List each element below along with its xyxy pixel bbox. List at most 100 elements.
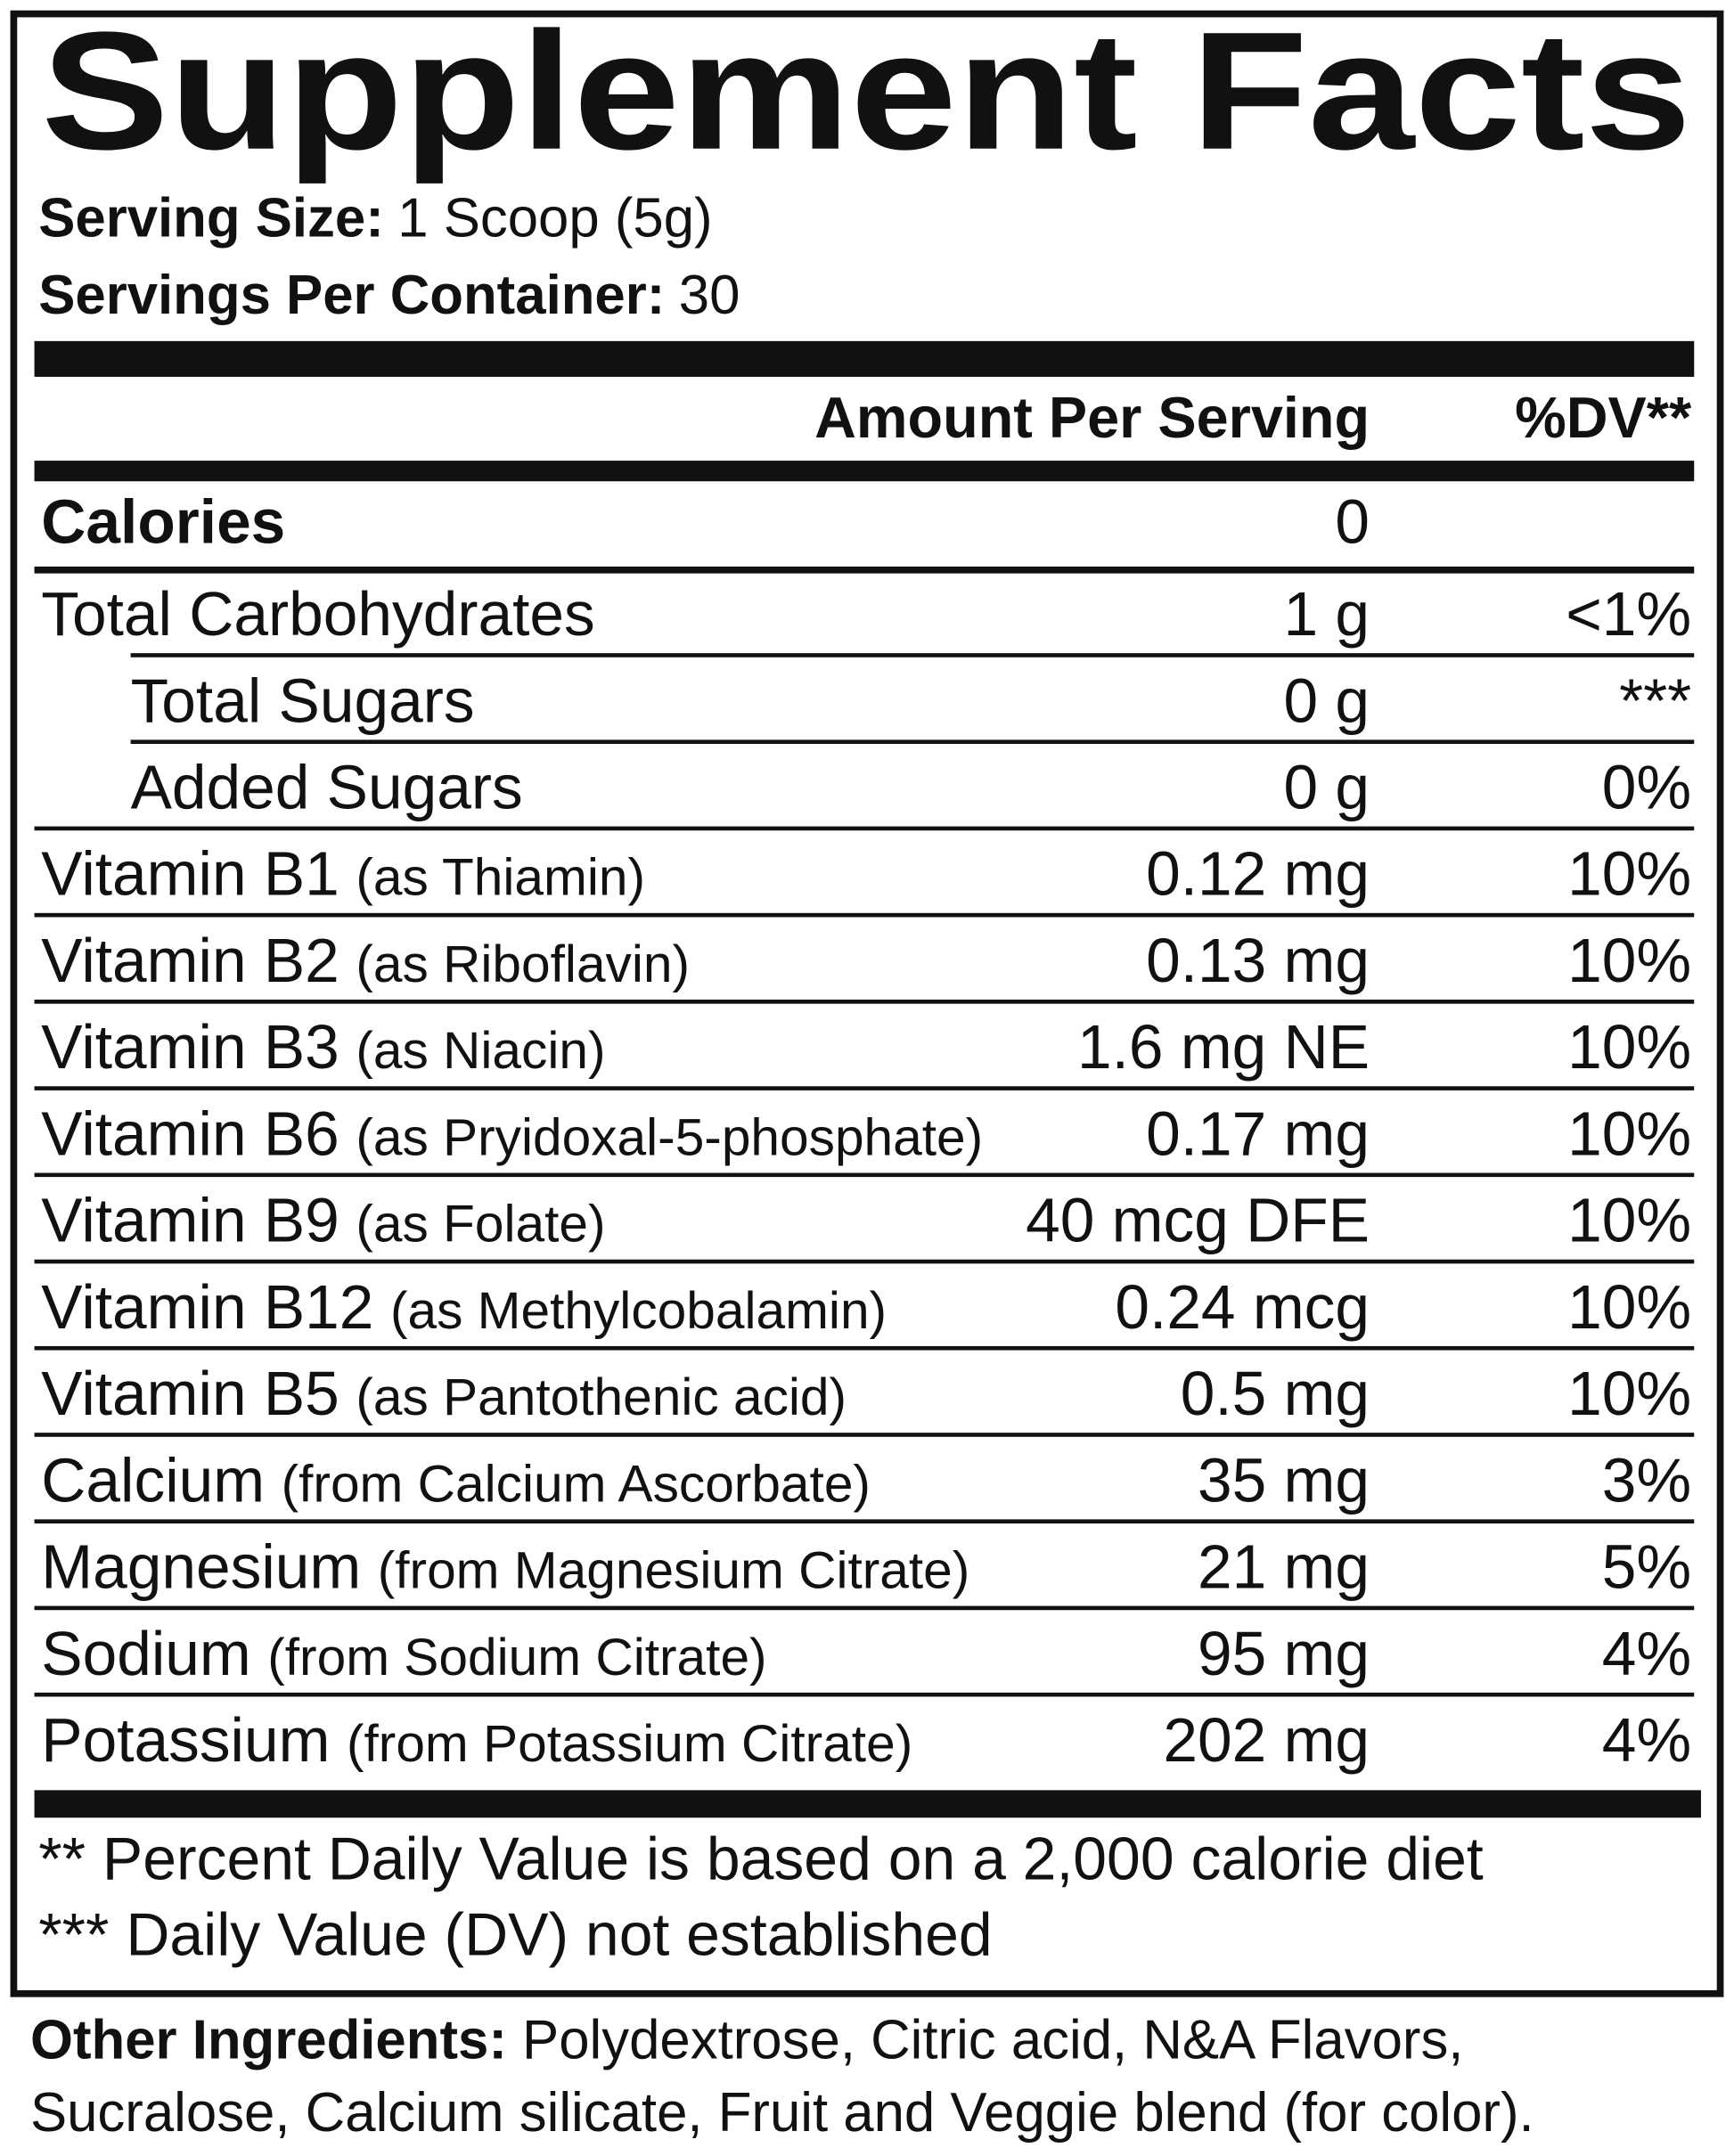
daily-value: 3% — [1602, 1445, 1691, 1515]
name: Vitamin B6 — [41, 1098, 339, 1168]
amount: 0.12 mg — [1146, 839, 1370, 909]
amount: 0 g — [1284, 666, 1370, 735]
name: Total Sugars — [131, 666, 475, 735]
amount: 0.5 mg — [1181, 1359, 1370, 1428]
daily-value: 10% — [1567, 1359, 1691, 1428]
row-divider — [130, 653, 1695, 657]
note: (as Riboflavin) — [356, 935, 690, 993]
nutrient-name: Vitamin B3 (as Niacin) — [41, 1012, 605, 1082]
note: (as Methylcobalamin) — [390, 1282, 887, 1340]
footnote: ** Percent Daily Value is based on a 2,0… — [38, 1826, 1484, 1893]
nutrient-name: Calcium (from Calcium Ascorbate) — [41, 1445, 871, 1515]
servings-per-container: Servings Per Container: 30 — [38, 265, 740, 326]
row-divider — [34, 566, 1695, 574]
other-ingredients-label: Other Ingredients: — [30, 2009, 507, 2070]
serving-size: Serving Size: 1 Scoop (5g) — [38, 188, 712, 249]
name: Vitamin B12 — [41, 1272, 373, 1342]
nutrient-name: Total Carbohydrates — [41, 579, 594, 649]
nutrient-name: Calories — [41, 487, 285, 557]
note: (from Calcium Ascorbate) — [282, 1455, 871, 1513]
amount: 0.17 mg — [1146, 1098, 1370, 1168]
name: Vitamin B2 — [41, 926, 339, 995]
amount: 40 mcg DFE — [1026, 1186, 1370, 1255]
daily-value: <1% — [1566, 579, 1691, 649]
thick-rule — [34, 340, 1695, 377]
other-ingredients-text: Polydextrose, Citric acid, N&A Flavors, — [507, 2009, 1464, 2070]
amount-header: Amount Per Serving — [814, 385, 1370, 450]
title: Supplement Facts — [41, 0, 1691, 184]
amount: 0.13 mg — [1146, 926, 1370, 995]
name: Calcium — [41, 1445, 265, 1515]
nutrient-name: Added Sugars — [131, 753, 523, 822]
daily-value: 4% — [1602, 1619, 1691, 1688]
row-divider — [34, 1172, 1695, 1178]
nutrient-name: Potassium (from Potassium Citrate) — [41, 1705, 912, 1775]
thick-rule — [34, 1790, 1701, 1818]
serving-size-value: 1 Scoop (5g) — [397, 188, 712, 249]
amount: 21 mg — [1198, 1532, 1370, 1602]
nutrient-name: Vitamin B6 (as Pryidoxal-5-phosphate) — [41, 1098, 983, 1168]
row-divider — [34, 826, 1695, 831]
row-divider — [34, 1345, 1695, 1351]
row-divider — [34, 1692, 1695, 1697]
note: (as Pryidoxal-5-phosphate) — [356, 1108, 983, 1166]
name: Magnesium — [41, 1532, 361, 1602]
daily-value: 10% — [1567, 926, 1691, 995]
note: (as Folate) — [356, 1196, 605, 1254]
servings-value: 30 — [679, 265, 740, 326]
daily-value: 10% — [1567, 1272, 1691, 1342]
daily-value: 0% — [1602, 753, 1691, 822]
note: (as Niacin) — [356, 1022, 605, 1080]
amount: 1 g — [1284, 579, 1370, 649]
amount: 35 mg — [1198, 1445, 1370, 1515]
row-divider — [34, 1086, 1695, 1090]
daily-value: *** — [1619, 666, 1691, 735]
thick-rule — [34, 461, 1695, 482]
dv-header: %DV** — [1515, 385, 1692, 450]
name: Vitamin B5 — [41, 1359, 339, 1428]
note: (as Pantothenic acid) — [356, 1368, 847, 1426]
daily-value: 10% — [1567, 1098, 1691, 1168]
row-divider — [34, 1259, 1695, 1264]
amount: 202 mg — [1163, 1705, 1370, 1775]
nutrient-name: Total Sugars — [131, 666, 475, 735]
note: (from Sodium Citrate) — [267, 1629, 766, 1686]
name: Vitamin B3 — [41, 1012, 339, 1082]
row-divider — [34, 1000, 1695, 1004]
nutrient-name: Vitamin B9 (as Folate) — [41, 1186, 605, 1255]
amount: 1.6 mg NE — [1077, 1012, 1370, 1082]
nutrient-name: Sodium (from Sodium Citrate) — [41, 1619, 766, 1688]
name: Calories — [41, 487, 285, 557]
nutrient-name: Vitamin B5 (as Pantothenic acid) — [41, 1359, 847, 1428]
nutrient-name: Vitamin B2 (as Riboflavin) — [41, 926, 690, 995]
note: (as Thiamin) — [356, 849, 645, 907]
other-ingredients: Other Ingredients: Polydextrose, Citric … — [30, 2009, 1464, 2070]
amount: 0.24 mcg — [1115, 1272, 1370, 1342]
daily-value: 4% — [1602, 1705, 1691, 1775]
other-ingredients-text: Sucralose, Calcium silicate, Fruit and V… — [30, 2082, 1534, 2144]
nutrient-name: Vitamin B12 (as Methylcobalamin) — [41, 1272, 887, 1342]
name: Vitamin B9 — [41, 1186, 339, 1255]
name: Sodium — [41, 1619, 250, 1688]
row-divider — [130, 739, 1695, 744]
note: (from Potassium Citrate) — [347, 1715, 912, 1773]
amount: 0 — [1335, 487, 1370, 557]
amount: 95 mg — [1198, 1619, 1370, 1688]
daily-value: 10% — [1567, 1186, 1691, 1255]
nutrient-name: Vitamin B1 (as Thiamin) — [41, 839, 645, 909]
footnote: *** Daily Value (DV) not established — [38, 1902, 992, 1969]
servings-label: Servings Per Container: — [38, 265, 665, 326]
daily-value: 10% — [1567, 1012, 1691, 1082]
daily-value: 5% — [1602, 1532, 1691, 1602]
note: (from Magnesium Citrate) — [378, 1542, 970, 1600]
row-divider — [34, 1605, 1695, 1611]
row-divider — [34, 1433, 1695, 1437]
serving-size-label: Serving Size: — [38, 188, 384, 249]
name: Total Carbohydrates — [41, 579, 594, 649]
daily-value: 10% — [1567, 839, 1691, 909]
nutrient-rows: Calories 0 Total Carbohydrates 1 g <1% Total … — [34, 487, 1695, 1775]
facts-border — [10, 10, 1724, 1997]
nutrient-name: Magnesium (from Magnesium Citrate) — [41, 1532, 969, 1602]
